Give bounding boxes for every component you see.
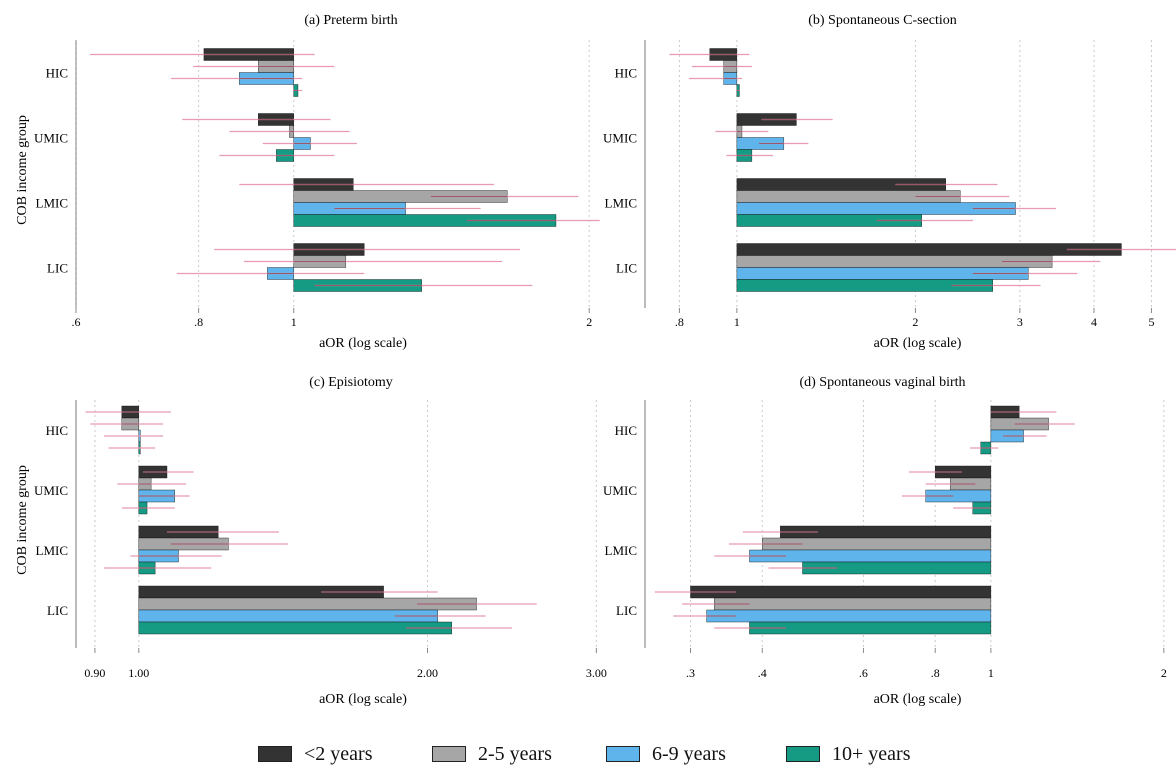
x-tick-label: .8 bbox=[194, 315, 203, 329]
panel-title: (d) Spontaneous vaginal birth bbox=[799, 375, 965, 390]
x-axis-label: aOR (log scale) bbox=[319, 336, 407, 351]
panel-title: (c) Episiotomy bbox=[309, 375, 393, 390]
legend-label-lt2: <2 years bbox=[304, 742, 373, 765]
x-tick-label: .6 bbox=[859, 666, 868, 680]
x-tick-label: 1 bbox=[734, 315, 740, 329]
panel-title: (a) Preterm birth bbox=[304, 13, 397, 28]
panel-csection: (b) Spontaneous C-section .8 1 2 3 4 5 aOR (log… bbox=[603, 13, 1176, 351]
category-label-lmic: LMIC bbox=[36, 543, 69, 558]
bar-lic-6to9 bbox=[706, 609, 992, 623]
x-tick-label: .3 bbox=[686, 666, 695, 680]
figure-canvas: (a) Preterm birth COB income group .6 .8 1 2 a… bbox=[15, 13, 1176, 707]
y-axis-label: COB income group bbox=[15, 115, 30, 225]
legend-label-6to9: 6-9 years bbox=[652, 742, 726, 765]
x-tick-label: .8 bbox=[675, 315, 684, 329]
x-tick-label: 4 bbox=[1091, 315, 1097, 329]
x-tick-label: 3.00 bbox=[586, 666, 607, 680]
category-label-hic: HIC bbox=[615, 423, 637, 438]
x-tick-label: 1.00 bbox=[128, 666, 149, 680]
x-axis-label: aOR (log scale) bbox=[874, 336, 962, 351]
category-label-lic: LIC bbox=[616, 603, 637, 618]
x-tick-label: 2.00 bbox=[417, 666, 438, 680]
category-label-umic: UMIC bbox=[34, 131, 68, 146]
x-tick-label: 5 bbox=[1148, 315, 1154, 329]
x-axis-label: aOR (log scale) bbox=[874, 692, 962, 707]
panel-vaginal: (d) Spontaneous vaginal birth .3 .4 .6 .8 1 2 a… bbox=[603, 375, 1167, 707]
x-tick-label: .8 bbox=[931, 666, 940, 680]
legend-swatch-2to5 bbox=[432, 746, 466, 762]
legend-swatch-10plus bbox=[786, 746, 820, 762]
x-axis-label: aOR (log scale) bbox=[319, 692, 407, 707]
legend-swatch-6to9 bbox=[606, 746, 640, 762]
x-tick-label: 2 bbox=[1161, 666, 1167, 680]
x-tick-label: 1 bbox=[988, 666, 994, 680]
category-label-lmic: LMIC bbox=[36, 196, 69, 211]
legend: <2 years 2-5 years 6-9 years 10+ years bbox=[250, 738, 970, 770]
bar-lic-lt2 bbox=[736, 243, 1122, 256]
category-label-lic: LIC bbox=[47, 261, 68, 276]
x-tick-label: 2 bbox=[586, 315, 592, 329]
x-tick-label: 1 bbox=[291, 315, 297, 329]
legend-label-10plus: 10+ years bbox=[832, 742, 911, 765]
legend-item-6to9: 6-9 years bbox=[606, 742, 726, 766]
legend-label-2to5: 2-5 years bbox=[478, 742, 552, 765]
legend-swatch-lt2 bbox=[258, 746, 292, 762]
bar-lic-6to9 bbox=[138, 609, 438, 623]
category-label-umic: UMIC bbox=[603, 483, 637, 498]
category-label-hic: HIC bbox=[46, 423, 68, 438]
x-tick-label: .6 bbox=[72, 315, 81, 329]
bar-lic-10plus bbox=[138, 621, 452, 635]
category-label-lmic: LMIC bbox=[605, 196, 638, 211]
bar-lic-2to5 bbox=[714, 597, 992, 611]
x-tick-label: 2 bbox=[912, 315, 918, 329]
category-label-lic: LIC bbox=[47, 603, 68, 618]
category-label-hic: HIC bbox=[615, 66, 637, 81]
legend-item-10plus: 10+ years bbox=[786, 742, 910, 766]
legend-item-lt2: <2 years bbox=[258, 742, 372, 766]
category-label-umic: UMIC bbox=[603, 131, 637, 146]
category-label-hic: HIC bbox=[46, 66, 68, 81]
panel-preterm: (a) Preterm birth COB income group .6 .8 1 2 a… bbox=[15, 13, 600, 351]
category-label-lmic: LMIC bbox=[605, 543, 638, 558]
x-tick-label: 0.90 bbox=[84, 666, 105, 680]
y-axis-label: COB income group bbox=[15, 465, 30, 575]
legend-item-2to5: 2-5 years bbox=[432, 742, 552, 766]
panel-title: (b) Spontaneous C-section bbox=[808, 13, 957, 28]
category-label-lic: LIC bbox=[616, 261, 637, 276]
x-tick-label: .4 bbox=[758, 666, 767, 680]
panel-episiotomy: (c) Episiotomy COB income group 0.90 1.00 2.… bbox=[15, 375, 607, 707]
category-label-umic: UMIC bbox=[34, 483, 68, 498]
x-tick-label: 3 bbox=[1017, 315, 1023, 329]
